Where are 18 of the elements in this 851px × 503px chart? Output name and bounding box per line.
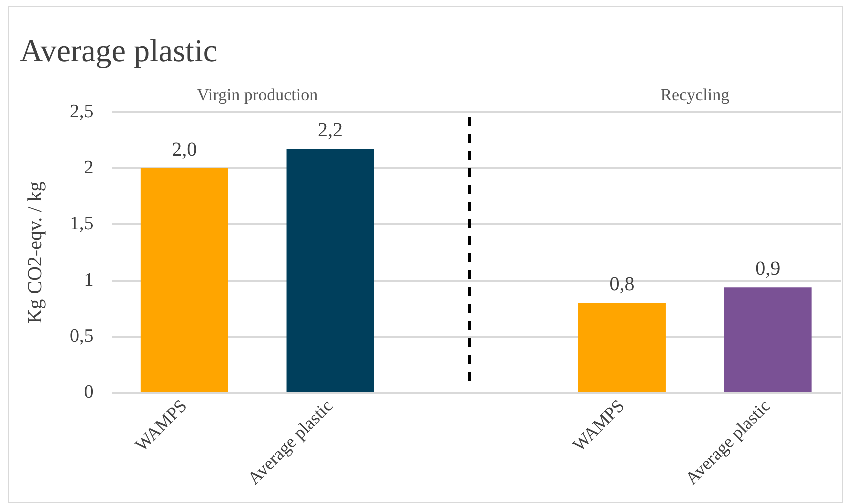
- data-label: 2,0: [172, 138, 198, 161]
- data-label: 0,8: [610, 274, 635, 296]
- data-label: 0,9: [756, 258, 781, 280]
- bar: [286, 149, 374, 392]
- bar: [140, 168, 228, 392]
- text: Virgin production: [197, 85, 319, 104]
- y-tick-label: 1,5: [70, 214, 94, 235]
- y-tick-label: 1: [84, 270, 94, 291]
- text: Recycling: [660, 85, 730, 104]
- y-axis-title: Kg CO2-eqv. / kg: [24, 182, 46, 324]
- bar: [724, 288, 812, 392]
- y-tick-label: 0,5: [70, 326, 94, 347]
- chart-title: Average plastic: [20, 32, 218, 69]
- y-tick-label: 0: [84, 382, 94, 404]
- y-tick-label: 2: [84, 158, 94, 179]
- data-label: 2,2: [318, 120, 344, 142]
- y-tick-label: 2,5: [70, 101, 94, 122]
- bar: [578, 303, 666, 392]
